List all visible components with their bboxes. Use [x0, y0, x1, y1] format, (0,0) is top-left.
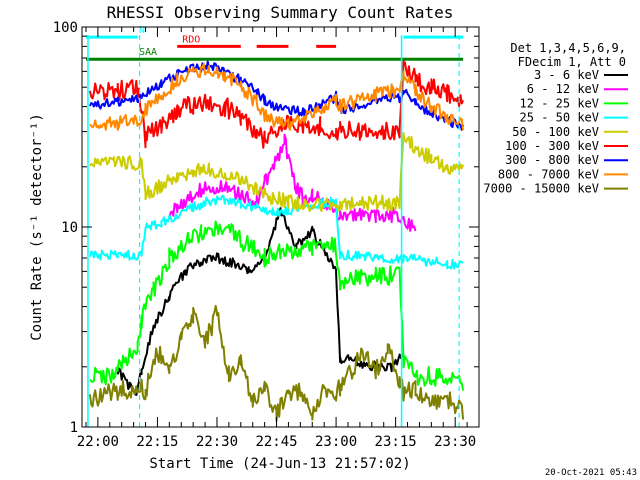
legend-entry-label: 800 - 7000 keV [498, 167, 599, 181]
legend-header-line: Det 1,3,4,5,6,9, [510, 41, 626, 55]
footer-date: 20-Oct-2021 05:43 [545, 468, 637, 478]
x-tick-label: 22:45 [255, 434, 297, 450]
x-tick-label: 23:30 [434, 434, 476, 450]
legend-entry-label: 300 - 800 keV [505, 153, 599, 167]
legend-entry-label: 12 - 25 keV [520, 96, 599, 110]
legend-entry-label: 50 - 100 keV [512, 125, 599, 139]
legend-entry-label: 6 - 12 keV [527, 82, 599, 96]
flag-label-rdo: RDO [182, 34, 200, 45]
y-tick-label: 100 [53, 20, 78, 36]
legend-entry-label: 100 - 300 keV [505, 139, 599, 153]
legend-header-line: FDecim 1, Att 0 [518, 55, 626, 69]
y-axis-label: Count Rate (s⁻¹ detector⁻¹) [29, 113, 45, 341]
x-tick-label: 23:15 [375, 434, 417, 450]
x-axis-label: Start Time (24-Jun-13 21:57:02) [149, 456, 410, 472]
x-tick-label: 22:00 [77, 434, 119, 450]
x-tick-label: 22:30 [196, 434, 238, 450]
legend-entry-label: 7000 - 15000 keV [483, 182, 599, 196]
y-tick-label: 10 [61, 220, 78, 236]
x-tick-label: 22:15 [136, 434, 178, 450]
chart-title: RHESSI Observing Summary Count Rates [107, 3, 454, 22]
x-tick-label: 23:00 [315, 434, 357, 450]
chart-root: RHESSI Observing Summary Count Rates NRD… [0, 0, 640, 480]
legend-entry-label: 3 - 6 keV [534, 68, 599, 82]
flag-label-saa: SAA [139, 47, 157, 58]
legend-entry-label: 25 - 50 keV [520, 111, 599, 125]
